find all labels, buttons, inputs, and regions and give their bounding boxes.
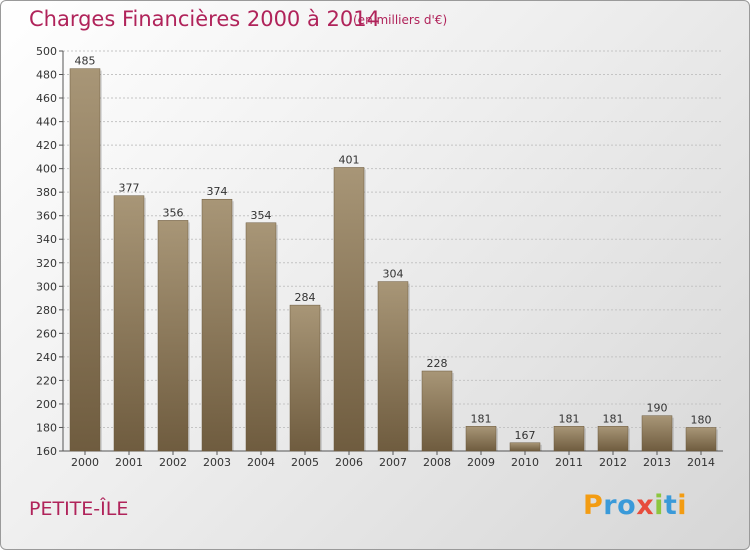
y-tick-label: 380 <box>36 186 57 199</box>
logo-letter: o <box>617 490 637 521</box>
y-tick-label: 180 <box>36 421 57 434</box>
x-tick-label: 2002 <box>159 456 187 469</box>
x-tick-label: 2011 <box>555 456 583 469</box>
data-label: 284 <box>295 291 316 304</box>
y-tick-label: 400 <box>36 163 57 176</box>
data-label: 356 <box>163 206 184 219</box>
logo-letter: i <box>677 490 688 521</box>
location-label: PETITE-ÎLE <box>29 498 129 520</box>
bar <box>245 222 277 452</box>
bar <box>113 195 145 452</box>
y-tick-label: 360 <box>36 210 57 223</box>
bar <box>685 427 717 452</box>
bar <box>69 68 101 452</box>
bar <box>509 442 541 452</box>
x-tick-label: 2012 <box>599 456 627 469</box>
y-tick-label: 300 <box>36 280 57 293</box>
data-label: 181 <box>603 412 624 425</box>
chart-subtitle: (en milliers d'€) <box>353 13 448 27</box>
chart-title: Charges Financières 2000 à 2014 <box>29 7 380 31</box>
bar <box>333 167 365 452</box>
y-tick-label: 240 <box>36 351 57 364</box>
logo-letter: x <box>636 490 655 521</box>
bar <box>421 370 453 452</box>
logo-letter: P <box>583 490 604 521</box>
y-tick-label: 460 <box>36 92 57 105</box>
y-tick-label: 280 <box>36 304 57 317</box>
bar <box>465 426 497 452</box>
data-label: 401 <box>339 153 360 166</box>
y-tick-label: 320 <box>36 257 57 270</box>
data-label: 377 <box>119 182 140 195</box>
x-tick-label: 2009 <box>467 456 495 469</box>
x-tick-label: 2005 <box>291 456 319 469</box>
y-tick-label: 420 <box>36 139 57 152</box>
x-tick-label: 2007 <box>379 456 407 469</box>
x-tick-label: 2014 <box>687 456 715 469</box>
data-label: 181 <box>559 412 580 425</box>
y-tick-label: 160 <box>36 445 57 458</box>
bar <box>553 426 585 452</box>
logo-letter: r <box>603 490 618 521</box>
y-tick-label: 220 <box>36 374 57 387</box>
data-label: 304 <box>383 268 404 281</box>
x-tick-label: 2006 <box>335 456 363 469</box>
x-tick-label: 2010 <box>511 456 539 469</box>
data-label: 190 <box>647 402 668 415</box>
data-label: 181 <box>471 412 492 425</box>
y-tick-label: 200 <box>36 398 57 411</box>
bar <box>377 281 409 452</box>
data-label: 180 <box>691 413 712 426</box>
bar <box>597 426 629 452</box>
data-label: 228 <box>427 357 448 370</box>
x-tick-label: 2013 <box>643 456 671 469</box>
bar <box>157 220 189 452</box>
x-tick-label: 2003 <box>203 456 231 469</box>
proxiti-logo: Proxiti <box>583 490 687 521</box>
bar <box>201 198 233 452</box>
bar <box>289 304 321 452</box>
x-tick-label: 2008 <box>423 456 451 469</box>
x-tick-label: 2001 <box>115 456 143 469</box>
logo-letter: t <box>663 490 678 521</box>
x-tick-label: 2000 <box>71 456 99 469</box>
logo-letter: i <box>654 490 664 521</box>
y-tick-label: 440 <box>36 116 57 129</box>
y-tick-label: 480 <box>36 69 57 82</box>
data-label: 354 <box>251 209 272 222</box>
bar <box>641 415 673 452</box>
y-tick-label: 500 <box>36 45 57 58</box>
y-tick-label: 340 <box>36 233 57 246</box>
data-label: 167 <box>515 429 536 442</box>
data-label: 485 <box>75 55 96 68</box>
y-tick-label: 260 <box>36 327 57 340</box>
x-tick-label: 2004 <box>247 456 275 469</box>
data-label: 374 <box>207 185 228 198</box>
